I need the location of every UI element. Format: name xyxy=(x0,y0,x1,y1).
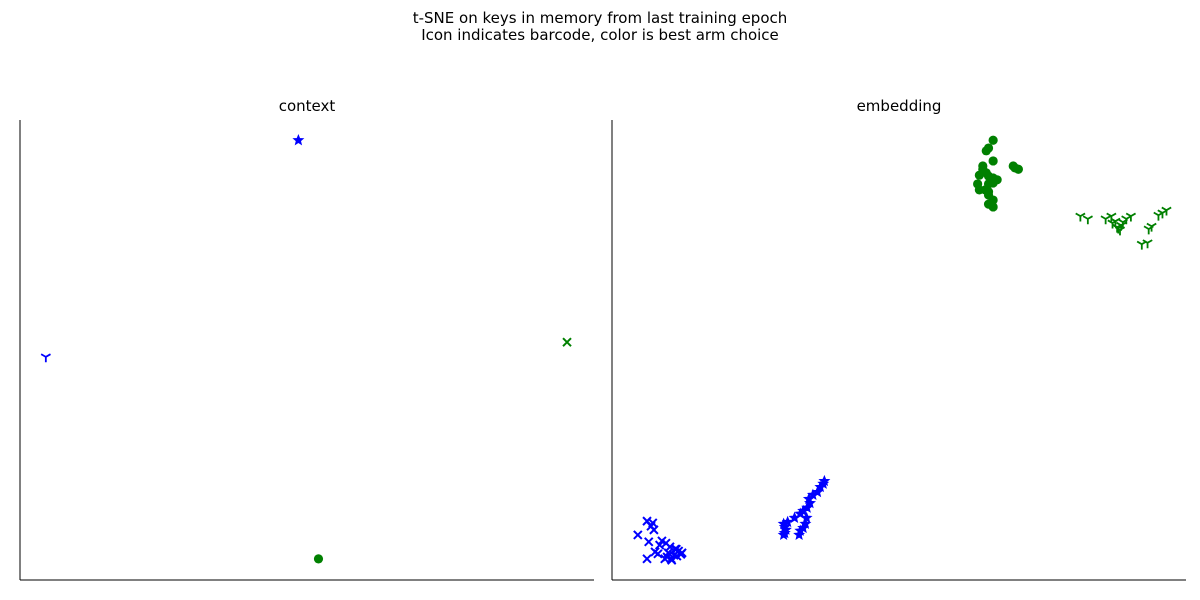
data-point-tri_down xyxy=(1113,224,1124,234)
data-point-tri_down xyxy=(40,353,51,363)
data-point-x xyxy=(648,518,658,528)
data-point-circle xyxy=(988,156,998,166)
data-point-tri_down xyxy=(1075,212,1086,222)
series-circle xyxy=(973,135,1023,212)
data-point-circle xyxy=(988,195,998,205)
data-point-x xyxy=(663,548,673,558)
data-point-circle xyxy=(981,146,991,156)
series-tri_down xyxy=(1075,206,1172,250)
data-point-x xyxy=(642,554,652,564)
data-point-tri_down xyxy=(1121,215,1132,225)
series-star xyxy=(292,133,305,146)
data-point-tri_down xyxy=(1153,211,1164,221)
data-point-circle xyxy=(978,161,988,171)
data-point-tri_down xyxy=(1082,215,1093,225)
data-point-star xyxy=(292,133,305,146)
series-star xyxy=(777,474,831,540)
data-point-star xyxy=(818,474,831,487)
data-point-tri_down xyxy=(1125,212,1137,222)
data-point-star xyxy=(781,515,794,528)
data-point-x xyxy=(653,549,663,559)
series-tri_down xyxy=(40,353,51,363)
context-panel-title: context xyxy=(278,97,336,115)
figure-title-line-2: Icon indicates barcode, color is best ar… xyxy=(421,26,779,44)
data-point-star xyxy=(788,511,801,523)
data-point-x xyxy=(644,537,654,547)
data-point-tri_down xyxy=(1161,206,1172,216)
embedding-panel-title: embedding xyxy=(856,97,942,115)
data-point-tri_down xyxy=(1100,215,1111,225)
data-point-x xyxy=(562,337,572,347)
data-point-x xyxy=(670,544,680,554)
data-point-x xyxy=(649,525,659,535)
data-point-tri_down xyxy=(1146,222,1157,232)
data-point-circle xyxy=(988,177,998,187)
data-point-x xyxy=(633,530,643,540)
data-point-circle xyxy=(974,170,984,180)
figure-title: t-SNE on keys in memory from last traini… xyxy=(0,10,1200,44)
data-point-circle xyxy=(988,135,998,145)
data-point-circle xyxy=(1013,164,1023,174)
series-x xyxy=(562,337,572,347)
data-point-tri_down xyxy=(1142,239,1153,249)
series-circle xyxy=(313,554,324,564)
data-point-circle xyxy=(980,185,990,195)
data-point-star xyxy=(804,496,816,509)
figure-title-line-1: t-SNE on keys in memory from last traini… xyxy=(412,9,788,27)
data-point-circle xyxy=(313,554,324,564)
data-point-circle xyxy=(988,202,998,212)
data-point-x xyxy=(660,554,670,564)
data-point-tri_down xyxy=(1107,219,1118,229)
series-x xyxy=(633,516,687,565)
data-point-tri_down xyxy=(1136,240,1147,250)
embedding-plot xyxy=(611,120,1186,581)
context-plot xyxy=(19,120,594,581)
